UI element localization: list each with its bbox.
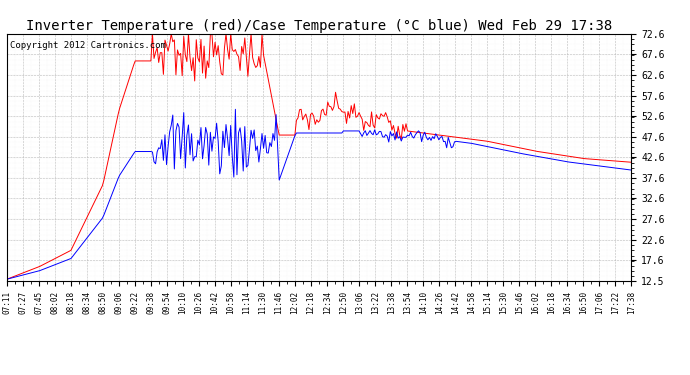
Text: Copyright 2012 Cartronics.com: Copyright 2012 Cartronics.com [10,41,166,50]
Title: Inverter Temperature (red)/Case Temperature (°C blue) Wed Feb 29 17:38: Inverter Temperature (red)/Case Temperat… [26,19,612,33]
